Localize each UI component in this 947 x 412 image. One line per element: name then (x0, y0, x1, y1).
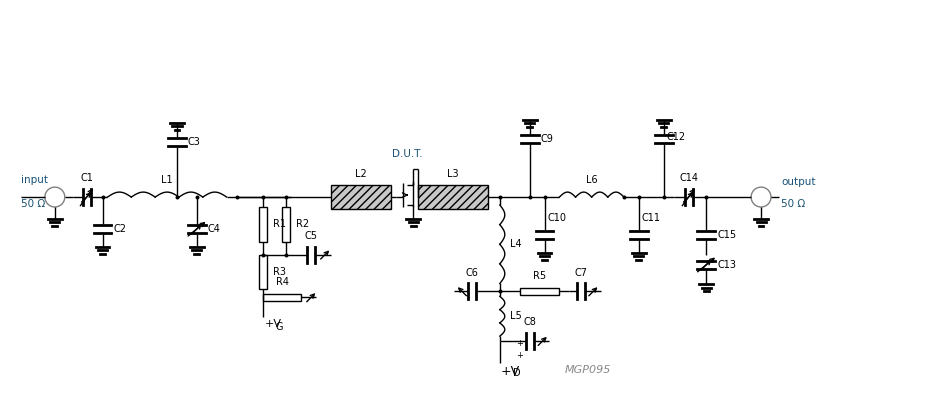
Text: 50 Ω: 50 Ω (21, 199, 45, 209)
Text: R3: R3 (274, 267, 286, 277)
Bar (520, 288, 560, 295)
Text: C7: C7 (575, 267, 588, 278)
Text: C5: C5 (305, 231, 317, 241)
Text: C11: C11 (642, 213, 661, 223)
Text: L2: L2 (355, 169, 366, 179)
Bar (263, 294, 301, 301)
Text: output: output (781, 177, 815, 187)
Bar (259, 255, 267, 290)
Text: input: input (21, 175, 48, 185)
Text: +: + (516, 339, 523, 348)
Bar (282, 207, 290, 242)
Text: L1: L1 (161, 175, 173, 185)
Text: R4: R4 (276, 277, 289, 288)
Text: C15: C15 (717, 230, 737, 240)
Text: C9: C9 (541, 134, 553, 145)
Bar (259, 207, 267, 242)
Text: C1: C1 (80, 173, 93, 183)
Text: +V: +V (501, 365, 520, 378)
Text: C6: C6 (466, 267, 478, 278)
Text: D: D (512, 368, 520, 378)
Text: L4: L4 (509, 239, 522, 249)
Text: MGP095: MGP095 (564, 365, 611, 375)
Text: 50 Ω: 50 Ω (781, 199, 805, 209)
Text: C2: C2 (114, 224, 127, 234)
Text: D.U.T.: D.U.T. (392, 149, 422, 159)
Bar (419, 185, 488, 209)
Text: C10: C10 (547, 213, 566, 223)
Text: C3: C3 (188, 138, 201, 147)
Text: R5: R5 (533, 272, 546, 281)
Bar (331, 185, 390, 209)
Text: C12: C12 (667, 133, 686, 143)
Text: R2: R2 (296, 219, 310, 229)
Text: G: G (276, 322, 283, 332)
Text: C8: C8 (523, 317, 536, 327)
Text: C4: C4 (207, 224, 221, 234)
Text: R1: R1 (274, 219, 286, 229)
Text: C14: C14 (679, 173, 698, 183)
Text: L5: L5 (509, 311, 522, 321)
Text: +: + (516, 351, 523, 360)
Text: L6: L6 (586, 175, 598, 185)
Text: C13: C13 (717, 260, 737, 269)
Text: +V: +V (264, 319, 281, 329)
Text: L3: L3 (447, 169, 459, 179)
